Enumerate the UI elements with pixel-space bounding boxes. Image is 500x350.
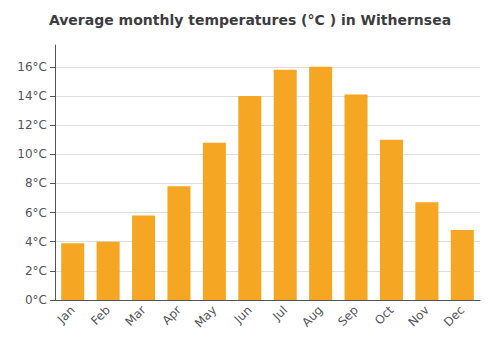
- svg-text:May: May: [192, 303, 219, 330]
- svg-text:4°C: 4°C: [25, 235, 47, 249]
- svg-text:Oct: Oct: [372, 303, 397, 328]
- svg-text:16°C: 16°C: [17, 60, 47, 74]
- svg-text:Mar: Mar: [123, 303, 149, 329]
- svg-text:Apr: Apr: [159, 303, 184, 328]
- svg-text:14°C: 14°C: [17, 89, 47, 103]
- svg-text:10°C: 10°C: [17, 147, 47, 161]
- svg-text:Jan: Jan: [54, 303, 78, 327]
- svg-text:Feb: Feb: [88, 303, 113, 328]
- svg-text:6°C: 6°C: [25, 206, 47, 220]
- svg-text:Nov: Nov: [405, 303, 431, 329]
- svg-text:Average monthly temperatures (: Average monthly temperatures (°C ) in Wi…: [49, 12, 451, 28]
- svg-text:2°C: 2°C: [25, 264, 47, 278]
- svg-text:12°C: 12°C: [17, 118, 47, 132]
- svg-text:Dec: Dec: [441, 303, 467, 329]
- svg-text:Sep: Sep: [335, 303, 361, 329]
- svg-text:Aug: Aug: [299, 303, 325, 329]
- svg-text:0°C: 0°C: [25, 293, 47, 307]
- svg-text:Jul: Jul: [269, 303, 290, 324]
- svg-text:8°C: 8°C: [25, 176, 47, 190]
- svg-text:Jun: Jun: [231, 303, 255, 327]
